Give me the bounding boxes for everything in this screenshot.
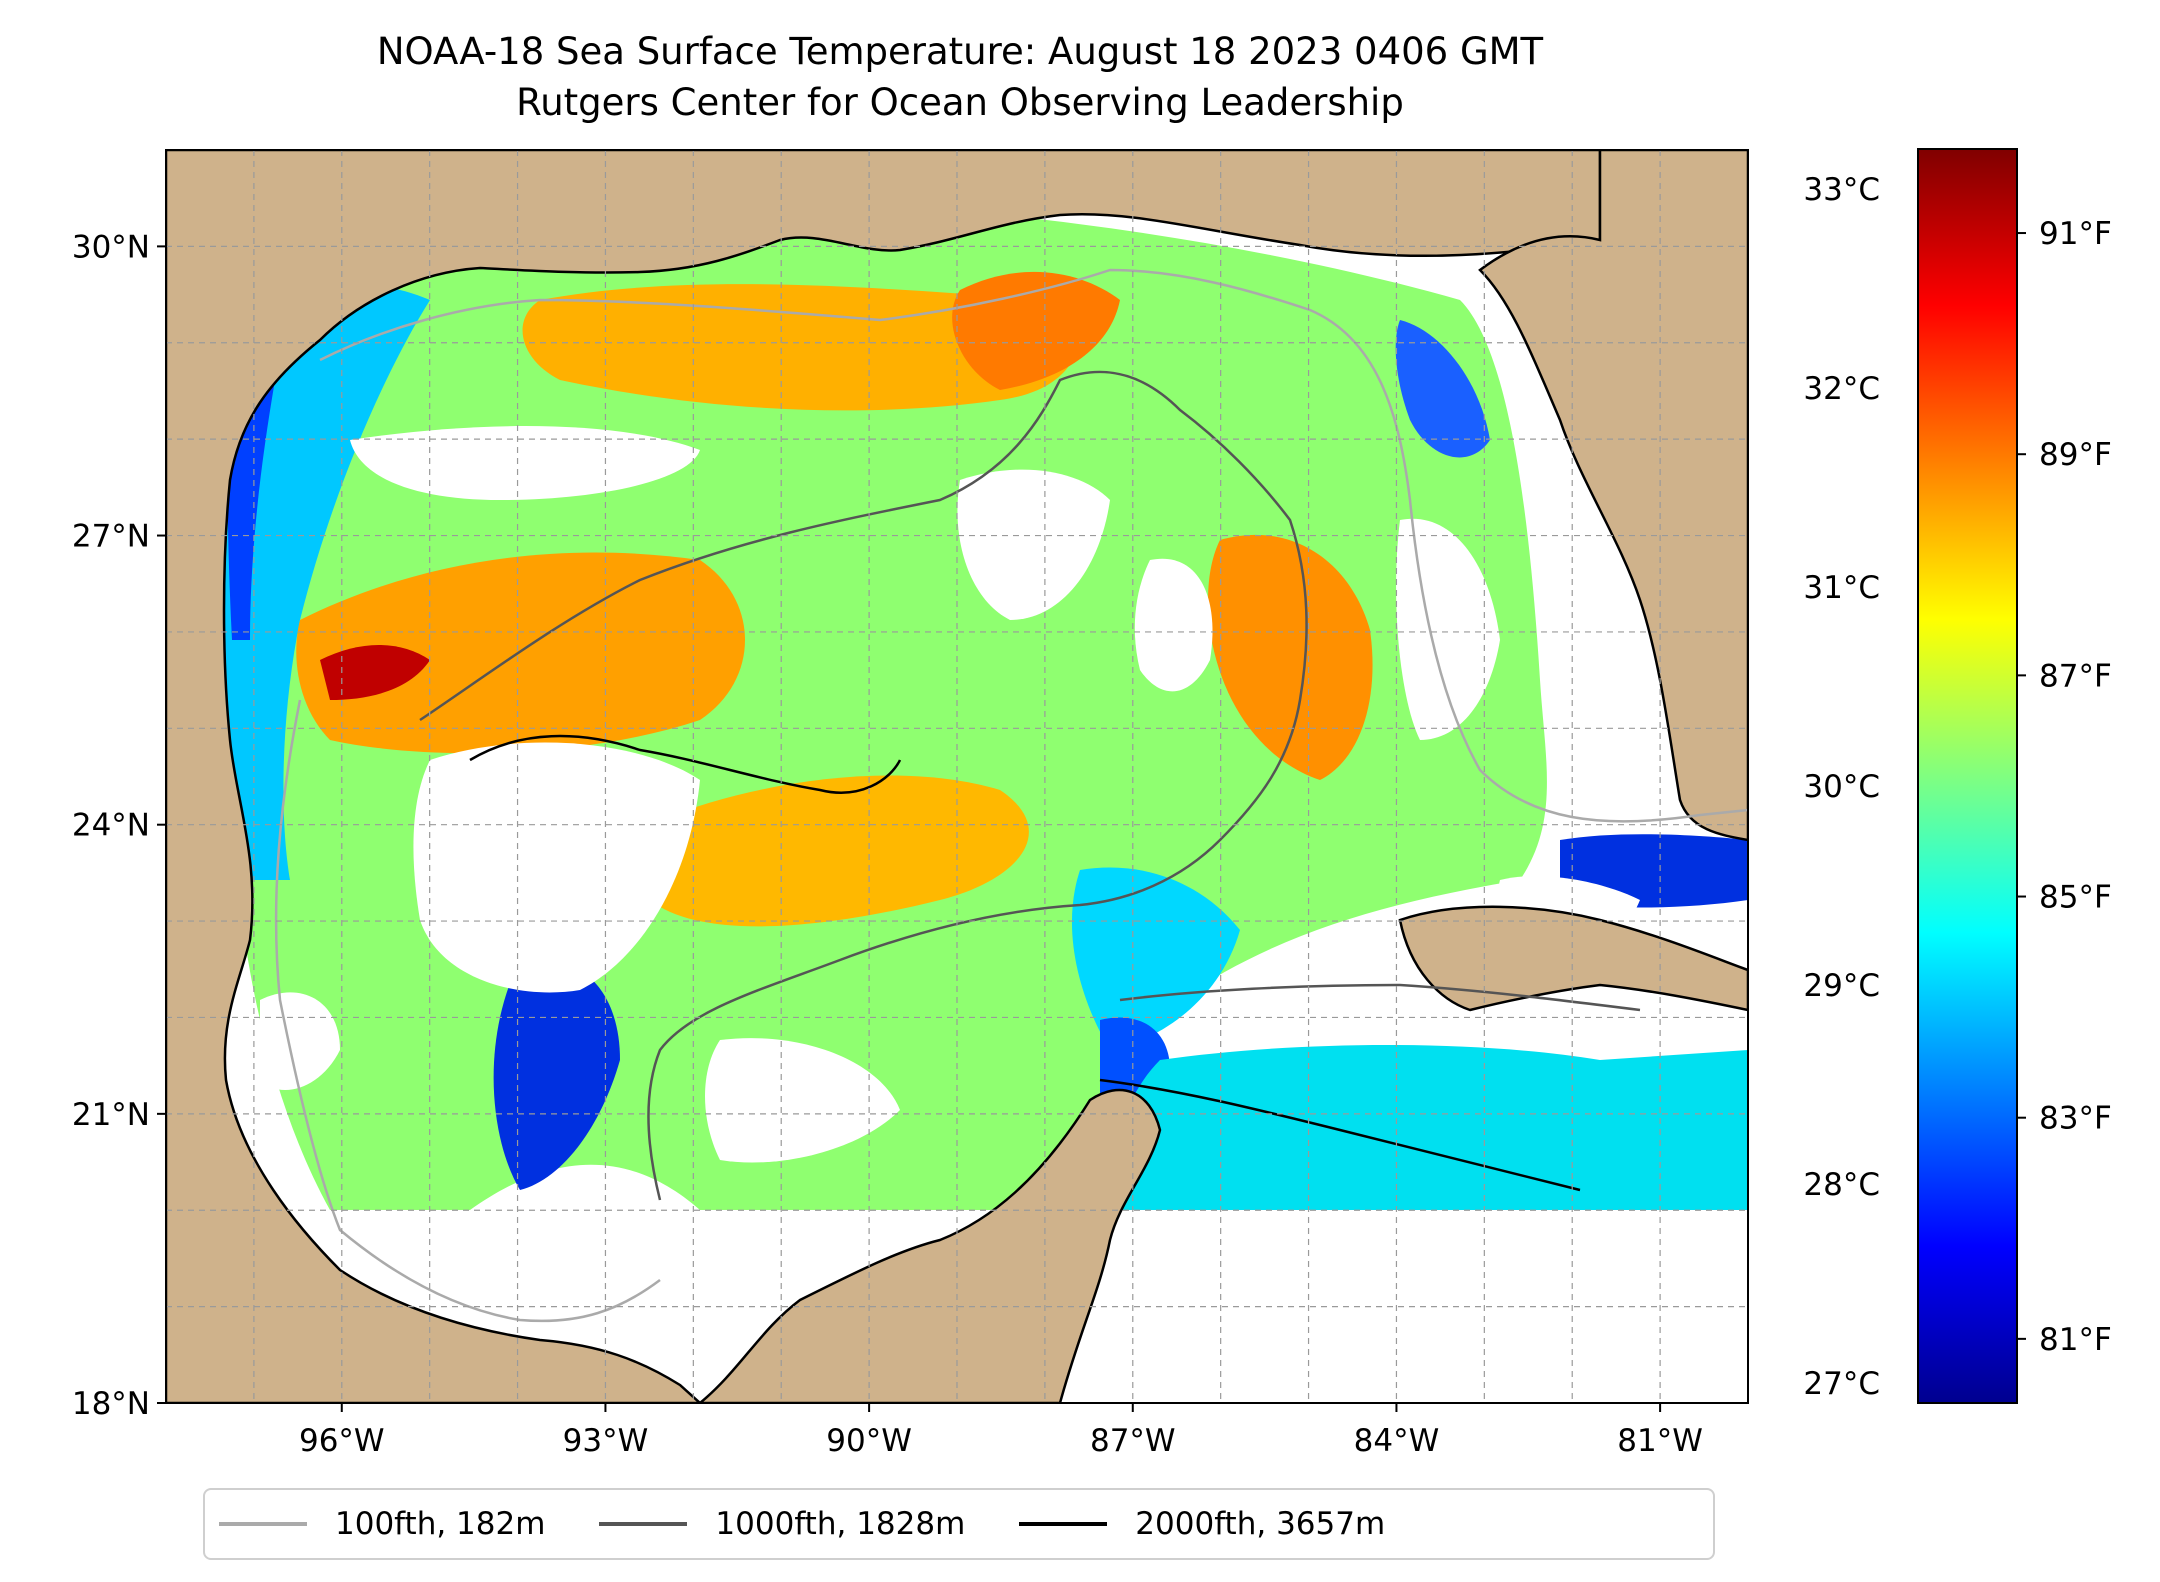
colorbar (1917, 148, 2018, 1404)
celsius-tick-label: 32°C (1803, 371, 1880, 407)
legend-item-1000fth: 1000fth, 1828m (599, 1506, 965, 1542)
lon-tick-label: 96°W (299, 1423, 385, 1459)
sst-hot-west (320, 645, 430, 700)
land-mexico-us (166, 150, 1602, 1403)
map-ticks: 96°W 93°W 90°W 87°W 84°W 81°W 18°N 21°N 24°N 27°N… (72, 229, 1703, 1459)
lon-tick-label: 84°W (1354, 1423, 1440, 1459)
cloud-patch (957, 469, 1110, 620)
lon-tick-label: 87°W (1090, 1423, 1176, 1459)
celsius-tick-label: 33°C (1803, 172, 1880, 208)
cloud-patch (260, 992, 340, 1090)
legend-item-100fth: 100fth, 182m (219, 1506, 545, 1542)
legend-swatch-2000fth (1019, 1522, 1108, 1526)
sst-warm-north (522, 284, 1078, 411)
contour-100fth (319, 268, 1748, 823)
contour-2000fth (469, 734, 902, 794)
lat-tick-label: 18°N (72, 1386, 150, 1422)
contour-2000fth-caribbean (1099, 1078, 1581, 1192)
lat-tick-label: 21°N (72, 1097, 150, 1133)
lon-tick-label: 81°W (1617, 1423, 1703, 1459)
sst-cool-caribbean (1100, 1045, 1748, 1210)
chart-title: NOAA-18 Sea Surface Temperature: August … (0, 26, 1920, 128)
lat-tick-label: 24°N (72, 808, 150, 844)
sst-coastal-cool-west (217, 285, 430, 880)
fahrenheit-tick-label: 85°F (2039, 880, 2112, 916)
celsius-tick-label: 28°C (1803, 1167, 1880, 1203)
land (166, 150, 1748, 1403)
sst-cold-campeche (493, 958, 620, 1190)
title-line-1: NOAA-18 Sea Surface Temperature: August … (376, 30, 1544, 73)
legend-item-2000fth: 2000fth, 3657m (1019, 1506, 1385, 1542)
land-cuba (1398, 905, 1748, 1012)
sst-warm-west (296, 552, 745, 754)
legend-swatch-100fth (219, 1522, 307, 1526)
fahrenheit-tick-label: 89°F (2039, 437, 2112, 473)
fahrenheit-tick-label: 83°F (2039, 1101, 2112, 1137)
cloud-patch (413, 742, 700, 993)
colorbar-ticks: 27°C 28°C 29°C 30°C 31°C 32°C 33°C 81°F 83°F 85°F… (1803, 172, 2111, 1402)
sst-map: 96°W 93°W 90°W 87°W 84°W 81°W 18°N 21°N 24°N 27°N… (72, 148, 2112, 1459)
contour-1000fth-caribbean (1119, 983, 1641, 1012)
map-plot-area (166, 150, 1748, 1403)
celsius-tick-label: 30°C (1803, 769, 1880, 805)
title-line-2: Rutgers Center for Ocean Observing Leade… (516, 81, 1404, 124)
land-florida (1478, 150, 1748, 842)
legend: 100fth, 182m 1000fth, 1828m 2000fth, 365… (203, 1488, 1715, 1560)
cloud-patch (1396, 518, 1500, 740)
legend-label-100fth: 100fth, 182m (335, 1506, 546, 1542)
celsius-tick-label: 31°C (1803, 570, 1880, 606)
lon-tick-label: 90°W (826, 1423, 912, 1459)
celsius-tick-label: 27°C (1803, 1366, 1880, 1402)
legend-label-1000fth: 1000fth, 1828m (715, 1506, 966, 1542)
sst-cool-yucatan (1071, 867, 1240, 1050)
map-frame (165, 149, 1749, 1404)
land-yucatan (698, 1088, 1162, 1403)
cloud-patch (1134, 558, 1213, 692)
legend-swatch-1000fth (599, 1522, 688, 1526)
lon-tick-label: 93°W (563, 1423, 649, 1459)
fahrenheit-tick-label: 81°F (2039, 1322, 2112, 1358)
sst-cold-apalachee (1395, 320, 1490, 458)
sst-warm-east (1208, 534, 1373, 780)
contour-1000fth (419, 370, 1308, 1201)
legend-label-2000fth: 2000fth, 3657m (1135, 1506, 1386, 1542)
sst-warm-central (639, 775, 1029, 927)
celsius-tick-label: 29°C (1803, 968, 1880, 1004)
fahrenheit-tick-label: 87°F (2039, 658, 2112, 694)
lat-tick-label: 27°N (72, 519, 150, 555)
fahrenheit-tick-label: 91°F (2039, 216, 2112, 252)
cloud-patch (705, 1038, 900, 1163)
lat-tick-label: 30°N (72, 229, 150, 265)
cloud-patch (350, 426, 700, 500)
